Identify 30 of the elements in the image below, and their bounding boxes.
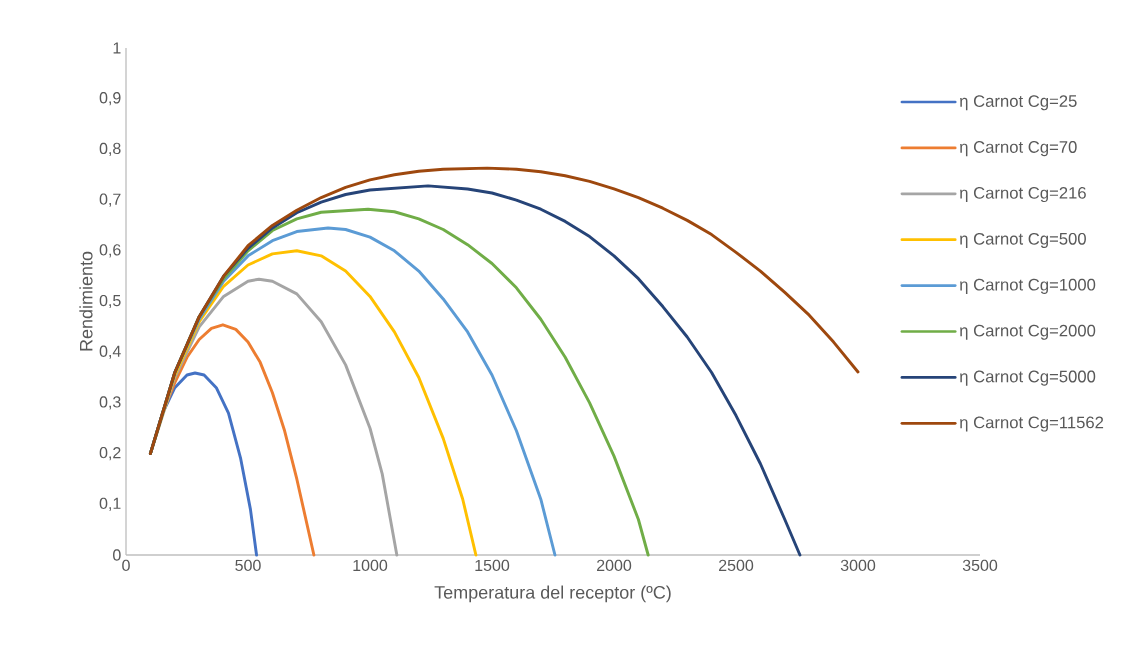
x-tick-label: 500 [235, 559, 261, 572]
x-tick-label: 2000 [597, 559, 632, 572]
y-tick-label: 0,9 [99, 92, 121, 106]
x-tick-label: 3000 [840, 559, 876, 572]
x-axis-title: Temperatura del receptor (ºC) [434, 585, 671, 603]
x-tick-label: 2500 [719, 559, 754, 572]
x-tick-label: 3500 [962, 559, 998, 572]
legend-label: η Carnot Cg=11562 [960, 416, 1104, 432]
y-tick-label: 0,8 [99, 142, 121, 157]
y-axis-title: Rendimiento [79, 251, 93, 351]
y-tick-label: 0,4 [99, 345, 121, 359]
y-tick-label: 0,1 [99, 497, 121, 511]
x-tick-label: 1000 [353, 559, 388, 572]
x-tick-label: 1500 [475, 559, 510, 572]
legend-label: η Carnot Cg=1000 [960, 278, 1096, 294]
legend-label: η Carnot Cg=25 [960, 95, 1077, 111]
y-tick-label: 0,3 [99, 396, 121, 410]
legend-label: η Carnot Cg=5000 [960, 370, 1096, 386]
legend-label: η Carnot Cg=2000 [960, 324, 1096, 340]
legend-label: η Carnot Cg=500 [960, 232, 1086, 248]
y-tick-label: 0,6 [99, 244, 121, 258]
legend-label: η Carnot Cg=70 [960, 141, 1077, 157]
x-tick-label: 0 [122, 559, 130, 572]
y-tick-label: 0 [113, 549, 121, 561]
legend-label: η Carnot Cg=216 [960, 186, 1086, 203]
y-tick-label: 0,2 [99, 446, 121, 461]
line-series [148, 166, 860, 456]
y-tick-label: 1 [113, 42, 121, 54]
y-tick-label: 0,5 [99, 294, 121, 309]
y-tick-label: 0,7 [99, 193, 121, 207]
